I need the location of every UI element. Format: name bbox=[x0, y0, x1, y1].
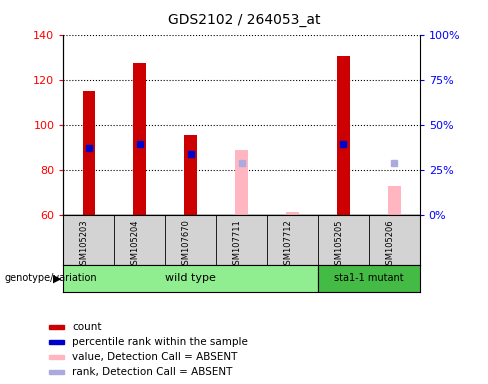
Bar bbox=[49, 370, 64, 374]
Bar bbox=[49, 355, 64, 359]
Text: GSM105206: GSM105206 bbox=[385, 219, 394, 270]
Text: count: count bbox=[72, 322, 102, 332]
Bar bbox=[235, 150, 248, 215]
Bar bbox=[82, 91, 95, 215]
Bar bbox=[63, 265, 318, 292]
Text: GSM107712: GSM107712 bbox=[284, 219, 292, 270]
Text: ▶: ▶ bbox=[53, 273, 61, 283]
Text: GSM107711: GSM107711 bbox=[233, 219, 242, 270]
Text: GSM105204: GSM105204 bbox=[131, 219, 140, 270]
Text: GSM105203: GSM105203 bbox=[80, 219, 89, 270]
Bar bbox=[133, 63, 146, 215]
Bar bbox=[337, 56, 350, 215]
Bar bbox=[286, 212, 299, 215]
Text: GSM107670: GSM107670 bbox=[182, 219, 191, 270]
Text: sta1-1 mutant: sta1-1 mutant bbox=[334, 273, 404, 283]
Text: wild type: wild type bbox=[165, 273, 216, 283]
Text: GSM105205: GSM105205 bbox=[334, 219, 344, 270]
Bar bbox=[388, 186, 401, 215]
Text: percentile rank within the sample: percentile rank within the sample bbox=[72, 337, 248, 347]
Text: genotype/variation: genotype/variation bbox=[5, 273, 98, 283]
Bar bbox=[49, 340, 64, 344]
Text: GDS2102 / 264053_at: GDS2102 / 264053_at bbox=[168, 13, 320, 27]
Bar bbox=[318, 265, 420, 292]
Text: rank, Detection Call = ABSENT: rank, Detection Call = ABSENT bbox=[72, 367, 233, 377]
Bar bbox=[184, 135, 197, 215]
Bar bbox=[49, 325, 64, 329]
Text: value, Detection Call = ABSENT: value, Detection Call = ABSENT bbox=[72, 352, 238, 362]
